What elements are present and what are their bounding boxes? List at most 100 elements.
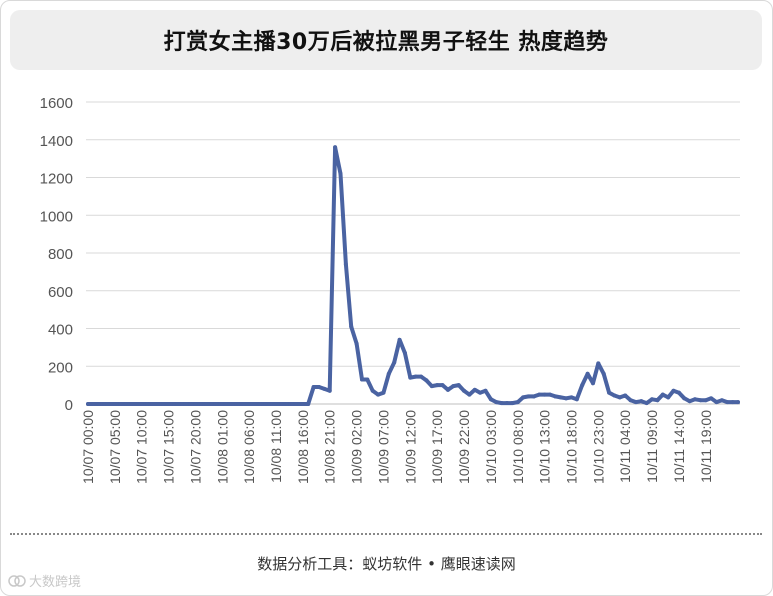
y-tick-label: 800	[48, 246, 73, 263]
x-tick-label: 10/07 05:00	[107, 410, 123, 484]
data-point	[574, 397, 579, 402]
data-point	[118, 402, 123, 406]
data-point	[714, 400, 719, 405]
x-tick-label: 10/10 18:00	[563, 410, 579, 484]
x-tick-label: 10/08 11:00	[268, 410, 284, 483]
data-point	[736, 400, 740, 405]
x-tick-label: 10/07 00:00	[80, 410, 96, 484]
data-point	[338, 171, 343, 176]
line-chart: 0 200 400 600 800 1000 1200 1400 1600 10/07 00:0…	[40, 95, 740, 484]
x-tick-label: 10/10 13:00	[537, 410, 553, 484]
x-tick-label: 10/10 03:00	[483, 410, 499, 484]
data-point	[188, 402, 193, 406]
watermark: 大数跨境	[8, 571, 81, 590]
data-point	[445, 387, 450, 392]
data-point	[279, 402, 284, 406]
data-point	[494, 400, 499, 405]
data-point	[687, 399, 692, 404]
x-tick-label: 10/09 02:00	[349, 410, 365, 484]
data-point	[182, 402, 187, 406]
data-point	[392, 360, 397, 365]
data-point	[134, 402, 139, 406]
watermark-logo-icon	[8, 574, 26, 587]
data-point	[719, 398, 724, 403]
data-point	[123, 402, 128, 406]
data-point	[569, 395, 574, 400]
data-point	[505, 401, 510, 406]
data-point	[542, 392, 547, 397]
data-point	[311, 385, 316, 390]
data-point	[413, 374, 418, 379]
data-point	[107, 402, 112, 406]
data-point	[483, 388, 488, 393]
data-point	[580, 383, 585, 388]
data-point	[112, 402, 117, 406]
data-point	[327, 388, 332, 393]
data-point	[510, 401, 515, 406]
data-point	[231, 402, 236, 406]
data-point	[429, 384, 434, 389]
data-point	[177, 402, 182, 406]
data-point	[650, 397, 655, 402]
data-point	[204, 402, 209, 406]
data-point	[150, 402, 155, 406]
x-tick-label: 10/08 06:00	[241, 410, 257, 484]
data-point	[467, 392, 472, 397]
data-point	[155, 402, 160, 406]
data-point	[693, 397, 698, 402]
data-point	[671, 388, 676, 393]
tools-label: 数据分析工具：	[257, 555, 363, 573]
data-point	[316, 385, 321, 390]
x-tick-label: 10/08 16:00	[295, 410, 311, 484]
data-point	[564, 396, 569, 401]
data-point	[462, 388, 467, 393]
data-point	[333, 145, 338, 150]
x-tick-label: 10/11 19:00	[698, 410, 714, 483]
x-tick-label: 10/09 07:00	[375, 410, 391, 484]
y-tick-label: 1200	[40, 171, 73, 188]
y-axis-tick-labels: 0 200 400 600 800 1000 1200 1400 1600	[40, 95, 73, 414]
x-tick-label: 10/11 04:00	[617, 410, 633, 483]
data-point	[456, 383, 461, 388]
x-tick-label: 10/07 20:00	[187, 410, 203, 484]
chart-title: 打赏女主播30万后被拉黑男子轻生 热度趋势	[163, 30, 609, 55]
data-point	[386, 371, 391, 376]
data-point	[145, 402, 150, 406]
data-point	[424, 378, 429, 383]
data-point	[322, 386, 327, 391]
data-point	[252, 402, 257, 406]
data-point	[370, 388, 375, 393]
data-point	[274, 402, 279, 406]
x-tick-label: 10/09 17:00	[429, 410, 445, 484]
data-point	[633, 400, 638, 405]
separator-dot: •	[427, 555, 436, 573]
data-point	[139, 402, 144, 406]
data-point	[526, 394, 531, 399]
data-point	[402, 351, 407, 356]
data-point	[515, 400, 520, 405]
x-tick-label: 10/08 01:00	[214, 410, 230, 484]
x-tick-label: 10/09 22:00	[456, 410, 472, 484]
footer-credits: 数据分析工具：蚁坊软件 • 鹰眼速读网	[0, 553, 773, 574]
data-point	[558, 395, 563, 400]
data-point	[225, 402, 230, 406]
x-tick-label: 10/07 15:00	[161, 410, 177, 484]
data-point	[419, 374, 424, 379]
x-tick-label: 10/08 21:00	[322, 410, 338, 484]
data-point	[241, 402, 246, 406]
data-point	[284, 402, 289, 406]
data-point	[220, 402, 225, 406]
watermark-text: 大数跨境	[29, 575, 82, 590]
data-point	[730, 400, 735, 405]
data-point	[166, 402, 171, 406]
data-point	[365, 377, 370, 382]
data-point	[628, 398, 633, 403]
data-point	[354, 341, 359, 346]
data-point	[585, 371, 590, 376]
data-point	[725, 400, 730, 405]
data-point	[290, 402, 295, 406]
data-point	[171, 402, 176, 406]
data-point	[676, 390, 681, 395]
data-point	[359, 377, 364, 382]
data-point	[547, 392, 552, 397]
